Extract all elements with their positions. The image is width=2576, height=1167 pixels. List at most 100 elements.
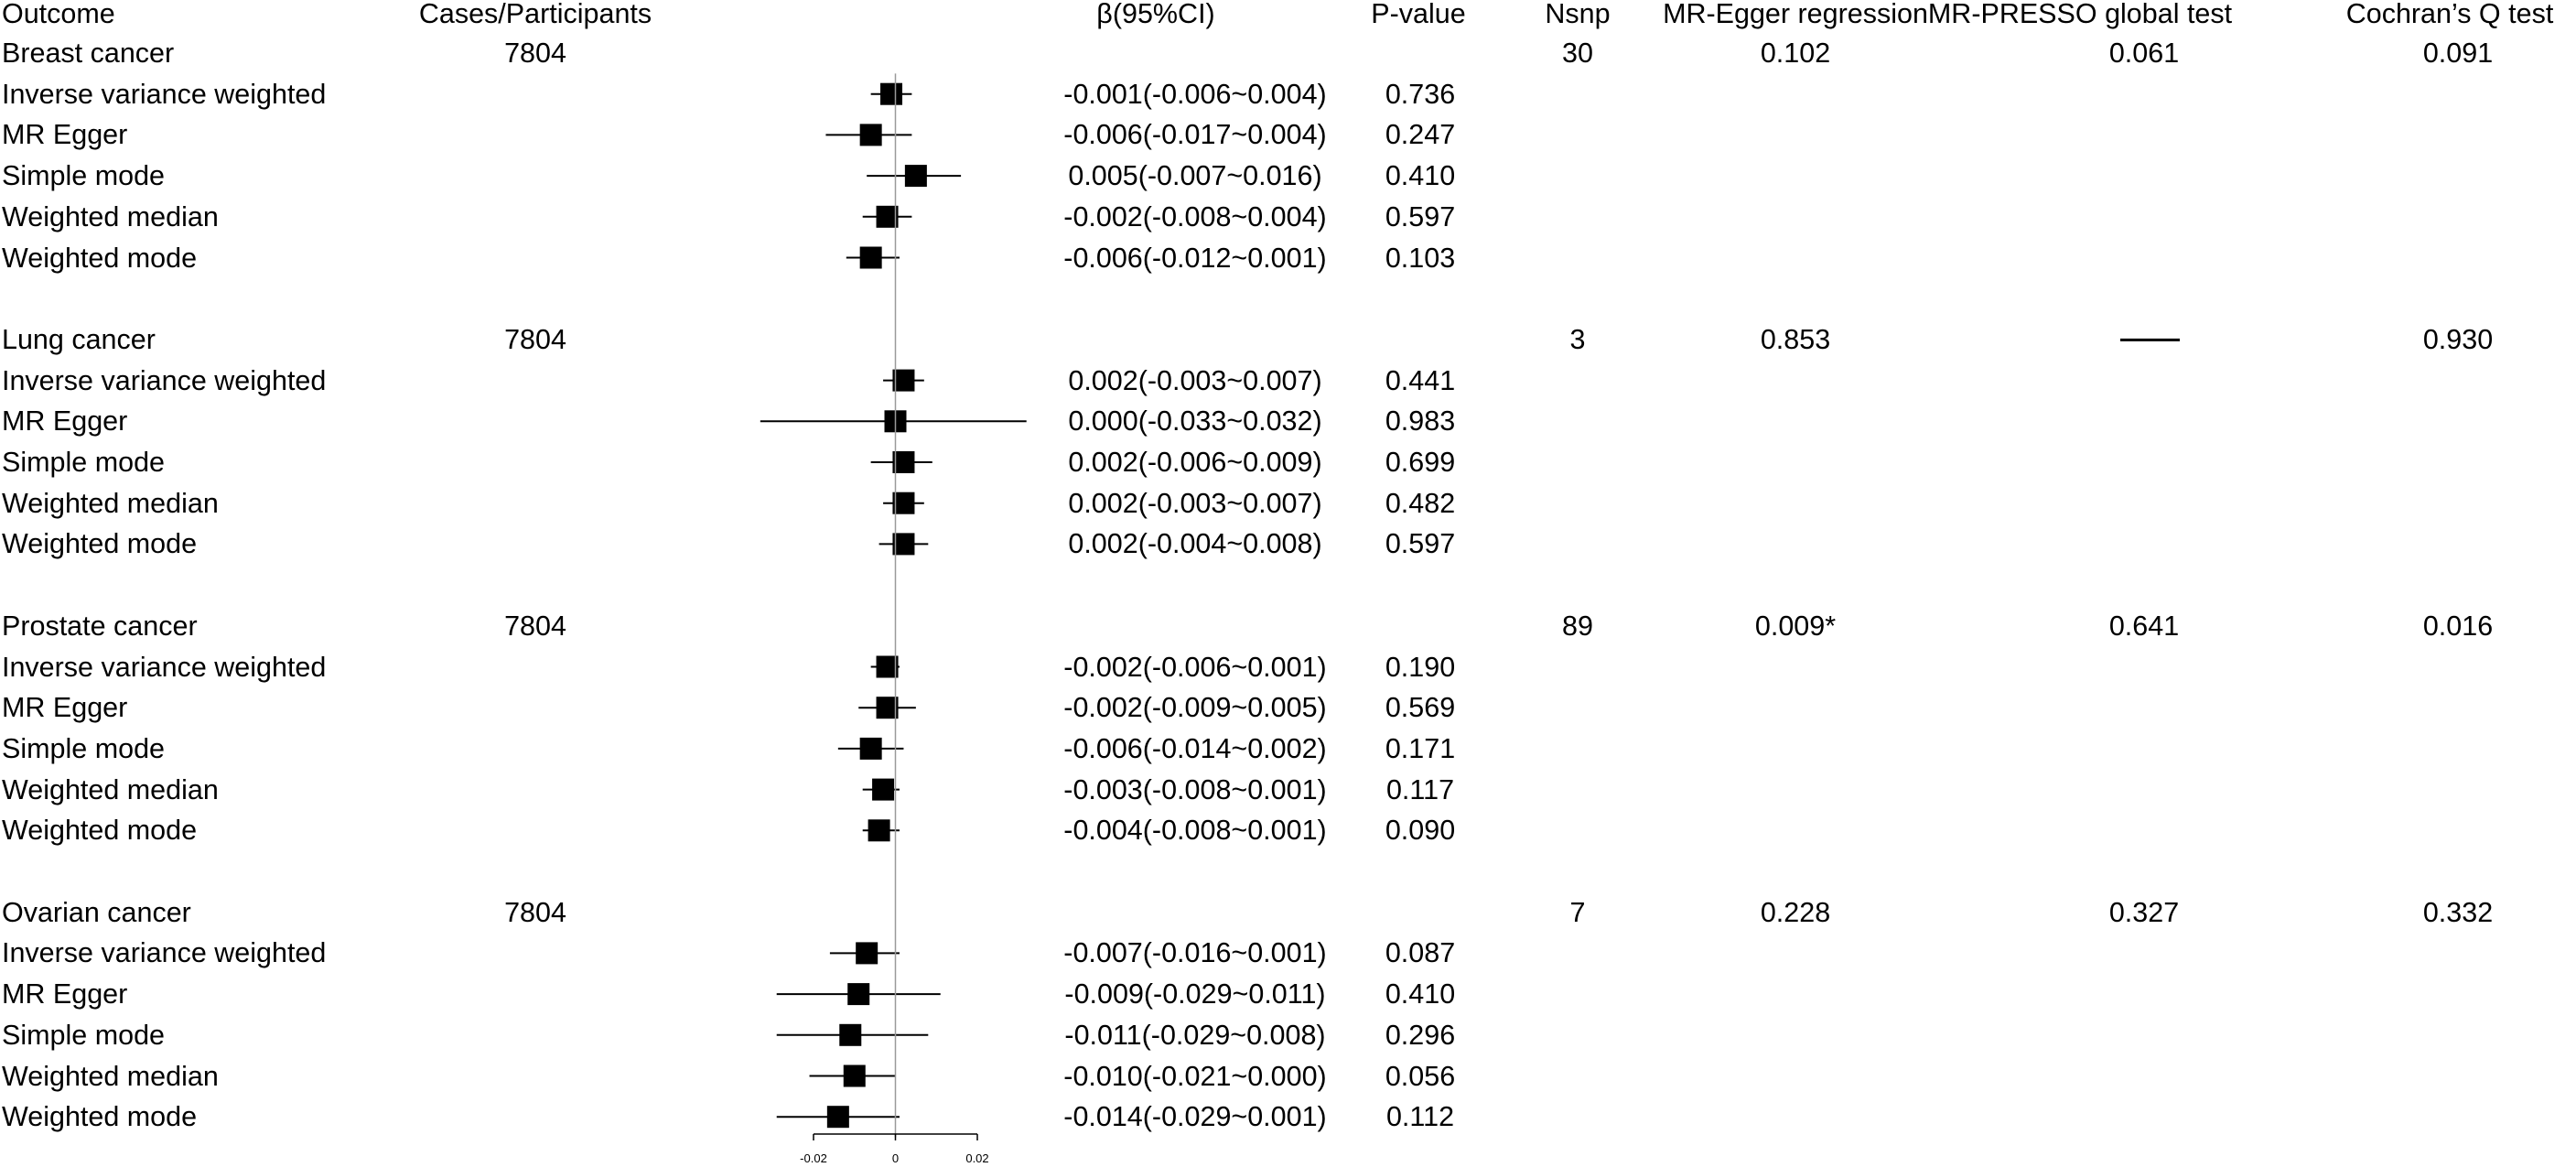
beta-ci-text: -0.003(-0.008~0.001) [1063, 773, 1327, 805]
outcome-label: Ovarian cancer [2, 896, 191, 928]
cases-value: 7804 [504, 896, 566, 928]
beta-ci-text: -0.002(-0.009~0.005) [1063, 692, 1327, 724]
p-value: 0.410 [1385, 978, 1456, 1010]
beta-ci-text: -0.002(-0.006~0.001) [1063, 651, 1327, 683]
beta-ci-text: -0.007(-0.016~0.001) [1063, 937, 1327, 969]
method-label: Simple mode [2, 732, 165, 764]
outcome-label: Lung cancer [2, 323, 156, 355]
point-estimate-marker [872, 778, 895, 801]
p-value: 0.482 [1385, 487, 1456, 519]
cochran-q-pvalue: 0.332 [2422, 896, 2494, 928]
header-outcome: Outcome [2, 0, 115, 29]
point-estimate-marker [856, 942, 878, 965]
point-estimate-marker [826, 1106, 849, 1129]
cases-value: 7804 [504, 38, 566, 69]
cases-value: 7804 [504, 610, 566, 642]
point-estimate-marker [892, 492, 915, 514]
beta-ci-text: -0.010(-0.021~0.000) [1063, 1060, 1327, 1092]
p-value: 0.983 [1385, 405, 1456, 438]
method-label: Weighted mode [2, 1101, 198, 1133]
cochran-q-pvalue: 0.930 [2422, 323, 2494, 355]
header-cases: Cases/Participants [418, 0, 652, 29]
cochran-q-pvalue: 0.091 [2422, 38, 2494, 69]
presso-pvalue: 0.327 [2108, 896, 2180, 928]
point-estimate-marker [859, 124, 882, 146]
p-value: 0.597 [1385, 200, 1456, 232]
outcome-label: Prostate cancer [2, 610, 198, 642]
method-label: MR Egger [2, 978, 128, 1010]
p-value: 0.699 [1385, 447, 1456, 478]
nsnp-value: 30 [1562, 38, 1593, 69]
beta-ci-text: 0.002(-0.003~0.007) [1068, 487, 1322, 519]
p-value: 0.117 [1385, 773, 1455, 805]
beta-ci-text: -0.009(-0.029~0.011) [1064, 978, 1326, 1010]
beta-ci-text: -0.014(-0.029~0.001) [1063, 1101, 1327, 1133]
egger-pvalue: 0.102 [1760, 38, 1831, 69]
beta-ci-text: 0.002(-0.004~0.008) [1068, 528, 1322, 560]
p-value: 0.736 [1385, 78, 1456, 110]
x-tick-label: 0.02 [965, 1151, 988, 1165]
presso-pvalue: 0.061 [2108, 38, 2180, 69]
method-label: Simple mode [2, 447, 165, 478]
x-tick-label: 0 [892, 1151, 899, 1165]
p-value: 0.087 [1385, 937, 1456, 969]
method-label: Weighted mode [2, 815, 198, 847]
point-estimate-marker [868, 819, 890, 842]
point-estimate-marker [876, 655, 899, 678]
method-label: MR Egger [2, 692, 128, 724]
outcome-label: Breast cancer [2, 38, 175, 69]
beta-ci-text: -0.006(-0.014~0.002) [1063, 732, 1327, 764]
method-label: Weighted mode [2, 528, 198, 560]
point-estimate-marker [847, 983, 870, 1006]
beta-ci-text: -0.001(-0.006~0.004) [1063, 78, 1327, 110]
nsnp-value: 7 [1569, 896, 1586, 928]
p-value: 0.056 [1385, 1060, 1456, 1092]
beta-ci-text: -0.004(-0.008~0.001) [1063, 815, 1327, 847]
point-estimate-marker [876, 697, 899, 719]
beta-ci-text: -0.006(-0.017~0.004) [1063, 119, 1327, 151]
method-label: Weighted median [2, 487, 219, 519]
point-estimate-marker [859, 737, 882, 760]
header-pvalue: P-value [1371, 0, 1466, 29]
p-value: 0.090 [1385, 815, 1456, 847]
point-estimate-marker [892, 369, 915, 392]
method-label: MR Egger [2, 405, 128, 438]
egger-pvalue: 0.009* [1754, 610, 1837, 642]
p-value: 0.441 [1385, 364, 1456, 396]
beta-ci-text: 0.002(-0.006~0.009) [1068, 447, 1322, 478]
p-value: 0.112 [1385, 1101, 1455, 1133]
method-label: Weighted median [2, 200, 219, 232]
point-estimate-marker [843, 1064, 866, 1087]
nsnp-value: 3 [1569, 323, 1586, 355]
header-beta: β(95%CI) [1096, 0, 1215, 29]
beta-ci-text: -0.006(-0.012~0.001) [1063, 242, 1327, 274]
method-label: Simple mode [2, 160, 165, 192]
header-cochran: Cochran’s Q test [2345, 0, 2554, 29]
p-value: 0.171 [1385, 732, 1456, 764]
p-value: 0.103 [1385, 242, 1456, 274]
egger-pvalue: 0.228 [1760, 896, 1831, 928]
nsnp-value: 89 [1562, 610, 1593, 642]
p-value: 0.247 [1385, 119, 1456, 151]
method-label: Weighted median [2, 1060, 219, 1092]
p-value: 0.190 [1385, 651, 1456, 683]
method-label: Inverse variance weighted [2, 78, 327, 110]
point-estimate-marker [859, 246, 882, 269]
presso-pvalue: 0.641 [2108, 610, 2180, 642]
p-value: 0.296 [1385, 1019, 1456, 1051]
x-tick-label: -0.02 [800, 1151, 827, 1165]
p-value: 0.597 [1385, 528, 1456, 560]
method-label: Inverse variance weighted [2, 937, 327, 969]
method-label: MR Egger [2, 119, 128, 151]
header-nsnp: Nsnp [1545, 0, 1611, 29]
header-presso: MR-PRESSO global test [1927, 0, 2233, 29]
point-estimate-marker [892, 533, 915, 556]
beta-ci-text: -0.002(-0.008~0.004) [1063, 200, 1327, 232]
beta-ci-text: 0.005(-0.007~0.016) [1068, 160, 1322, 192]
point-estimate-marker [892, 451, 915, 473]
method-label: Weighted mode [2, 242, 198, 274]
header-egger: MR-Egger regression [1663, 0, 1928, 29]
point-estimate-marker [839, 1023, 862, 1046]
p-value: 0.569 [1385, 692, 1456, 724]
